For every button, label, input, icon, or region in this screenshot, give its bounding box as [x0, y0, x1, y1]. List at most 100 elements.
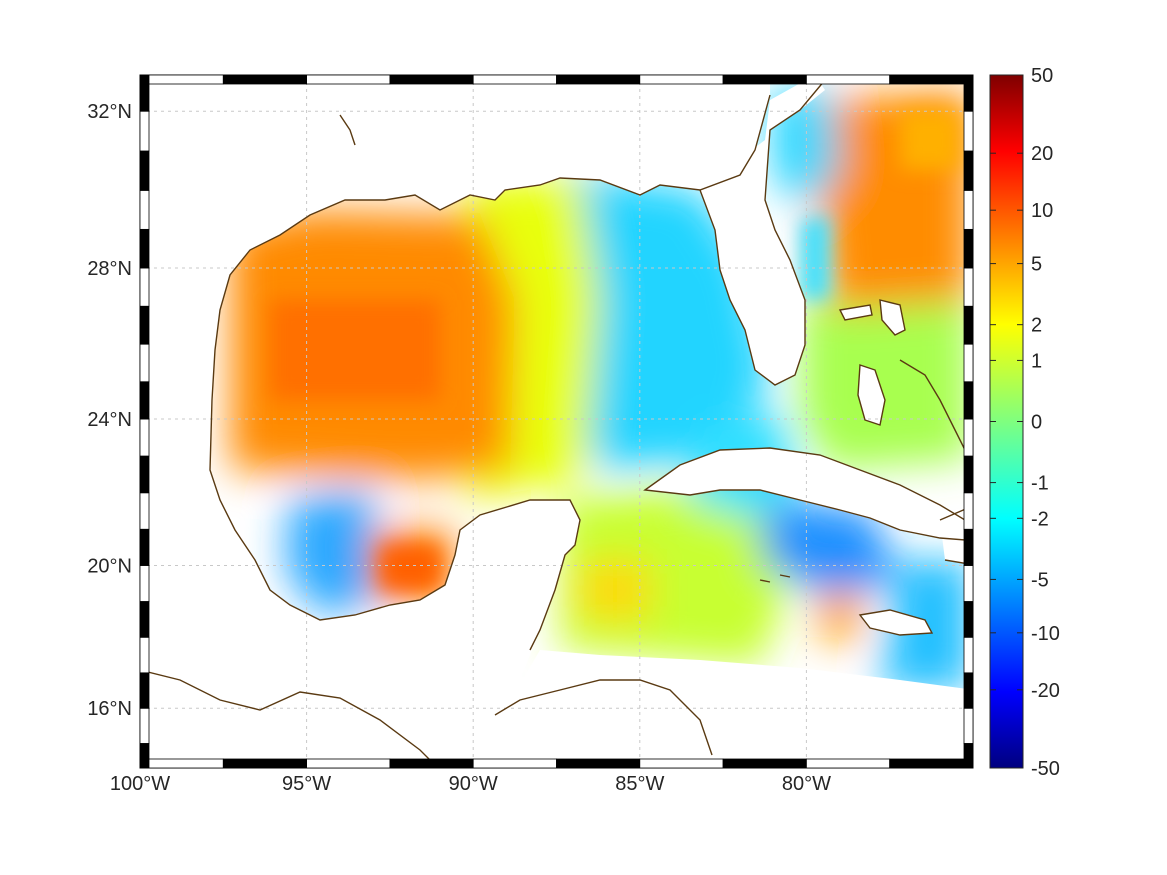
coastline-jamaica: [858, 609, 934, 636]
land-caribbean-nodata: [471, 650, 973, 768]
land-us-gulf-coast: [140, 75, 770, 470]
colorbar-tick-label: 2: [1031, 315, 1042, 337]
frame-segment: [139, 707, 150, 744]
frame-segment: [963, 305, 974, 345]
lon-tick-label: 85°W: [615, 773, 664, 795]
coastline-florida: [699, 79, 826, 386]
frame-segment: [139, 743, 150, 769]
frame-segment: [139, 758, 224, 769]
colorbar-tick-label: -10: [1031, 623, 1060, 645]
land-mexico: [140, 470, 580, 768]
field-region-atlantic-coastal: [770, 90, 840, 210]
colorbar-tick-label: -5: [1031, 569, 1049, 591]
frame-segment: [222, 758, 308, 769]
frame-segment: [472, 74, 557, 85]
field-region-atlantic-warm-spot: [900, 110, 960, 170]
frame-segment: [963, 707, 974, 744]
field-region-florida-current: [800, 215, 830, 300]
colorbar-tick-label: -2: [1031, 508, 1049, 530]
frame-segment: [472, 758, 557, 769]
frame-segment: [963, 343, 974, 383]
frame-segment: [963, 743, 974, 769]
field-region-south-of-cuba: [760, 500, 900, 600]
frame-segment: [556, 74, 641, 85]
map-frame: [139, 74, 974, 769]
coastline-lake: [339, 114, 356, 146]
frame-segment: [222, 74, 308, 85]
coastline-cayman: [759, 574, 791, 583]
frame-segment: [963, 381, 974, 420]
frame-segment: [639, 74, 724, 85]
colorbar-tick-label: 0: [1031, 412, 1042, 434]
frame-segment: [963, 228, 974, 269]
frame-segment: [139, 267, 150, 307]
colorbar-tick-label: 20: [1031, 143, 1053, 165]
frame-segment: [722, 74, 807, 85]
frame-segment: [889, 74, 974, 85]
frame-segment: [139, 110, 150, 152]
frame-segment: [139, 228, 150, 269]
frame-segment: [139, 418, 150, 457]
frame-segment: [139, 455, 150, 494]
frame-segment: [722, 758, 807, 769]
lon-tick-label: 95°W: [282, 773, 331, 795]
longitude-labels: 100°W 95°W 90°W 85°W 80°W: [110, 773, 831, 795]
frame-segment: [963, 672, 974, 709]
frame-segment: [139, 601, 150, 638]
frame-segment: [139, 492, 150, 530]
frame-segment: [963, 110, 974, 152]
frame-segment: [139, 528, 150, 566]
frame-segment: [306, 758, 391, 769]
land-mask: [140, 75, 973, 768]
frame-segment: [806, 74, 891, 85]
frame-segment: [963, 492, 974, 530]
frame-segment: [139, 381, 150, 420]
field-region-gulf-warm-core: [270, 300, 440, 400]
colorbar-tick-label: -50: [1031, 758, 1060, 780]
frame-segment: [806, 758, 891, 769]
field-region-bahamas: [800, 290, 970, 470]
frame-segment: [139, 636, 150, 674]
lat-tick-label: 32°N: [87, 101, 132, 123]
latitude-labels: 32°N 28°N 24°N 20°N 16°N: [87, 101, 132, 720]
field-region-jamaica-channel: [820, 590, 860, 640]
colorbar-tick-label: 5: [1031, 254, 1042, 276]
frame-segment: [139, 74, 224, 85]
coastline-bahamas-chain: [899, 359, 966, 451]
lon-tick-label: 90°W: [449, 773, 498, 795]
frame-segment: [139, 672, 150, 709]
coastline-us-gulf: [209, 94, 771, 651]
ocean-field: [140, 75, 973, 768]
frame-segment: [139, 305, 150, 345]
land-cuba: [645, 448, 965, 540]
frame-segment: [963, 528, 974, 566]
frame-segment: [963, 636, 974, 674]
frame-segment: [556, 758, 641, 769]
coastline-central-america: [140, 669, 439, 768]
frame-segment: [963, 189, 974, 230]
lat-tick-label: 28°N: [87, 258, 132, 280]
frame-segment: [963, 565, 974, 602]
coastline-bahamas-abaco: [879, 299, 906, 336]
frame-segment: [889, 758, 974, 769]
frame-segment: [963, 455, 974, 494]
lon-tick-label: 100°W: [110, 773, 170, 795]
colorbar-tick-label: -20: [1031, 680, 1060, 702]
frame-segment: [963, 74, 974, 112]
frame-segment: [139, 74, 150, 112]
colorbar-tick-label: 10: [1031, 200, 1053, 222]
frame-segment: [139, 343, 150, 383]
coastline-honduras: [494, 679, 713, 756]
coastline-bahamas-andros: [857, 364, 886, 426]
field-region-yucatan-channel: [580, 560, 650, 620]
field-region-bay-of-campeche-west: [285, 490, 385, 615]
colorbar-tick-label: 1: [1031, 350, 1042, 372]
land-florida: [700, 75, 825, 385]
frame-segment: [139, 150, 150, 191]
lat-tick-label: 20°N: [87, 555, 132, 577]
frame-segment: [963, 601, 974, 638]
frame-segment: [139, 189, 150, 230]
frame-segment: [963, 267, 974, 307]
